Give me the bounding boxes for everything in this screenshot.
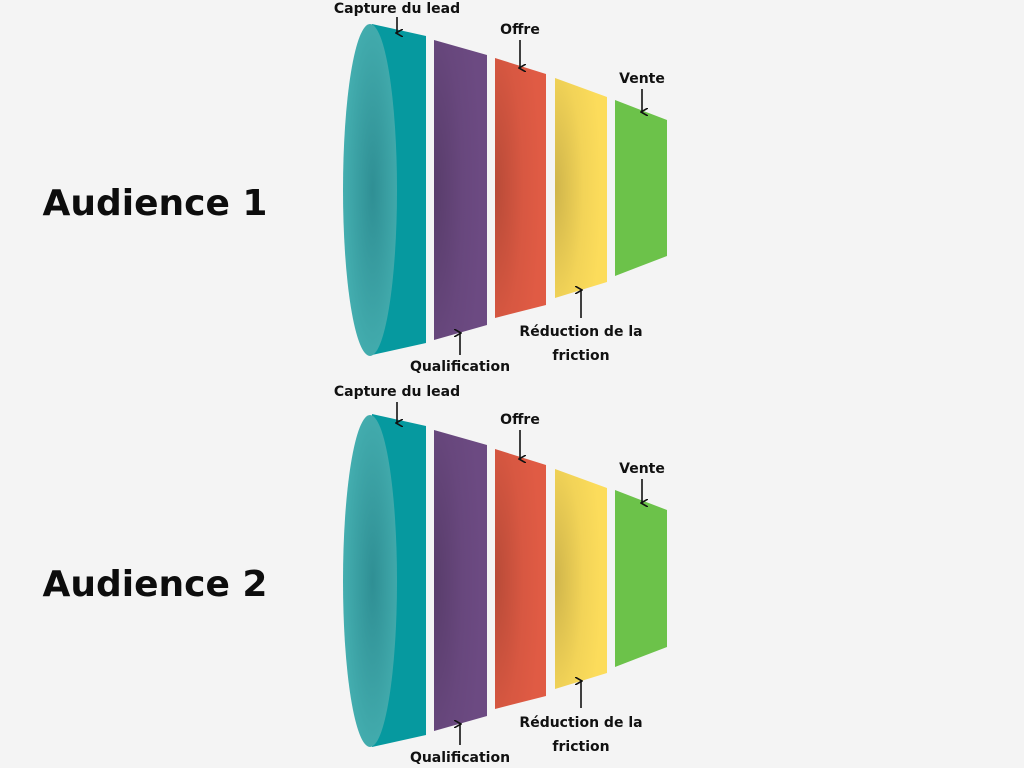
label-capture: Capture du lead: [334, 1, 460, 17]
funnel-stage-vente: [615, 100, 667, 276]
label-offre: Offre: [500, 22, 540, 38]
label-qualification: Qualification: [410, 359, 510, 375]
label-reduction-line1: Réduction de la: [519, 715, 642, 731]
label-offre: Offre: [500, 412, 540, 428]
label-vente: Vente: [619, 461, 665, 477]
audience-2-group: Audience 2 Capture du lead Offre Vente Q…: [43, 384, 667, 766]
label-reduction-line2: friction: [552, 348, 609, 364]
label-qualification: Qualification: [410, 750, 510, 766]
label-capture: Capture du lead: [334, 384, 460, 400]
funnel-stage-vente: [615, 490, 667, 667]
funnel-front-face: [343, 24, 397, 356]
funnel-front-face: [343, 415, 397, 747]
label-reduction-line1: Réduction de la: [519, 324, 642, 340]
audience-1-title: Audience 1: [43, 183, 268, 224]
audience-2-title: Audience 2: [43, 564, 268, 605]
audience-1-group: Audience 1 Capture du lead Offre Vente Q…: [43, 1, 667, 375]
label-vente: Vente: [619, 71, 665, 87]
label-reduction-line2: friction: [552, 739, 609, 755]
